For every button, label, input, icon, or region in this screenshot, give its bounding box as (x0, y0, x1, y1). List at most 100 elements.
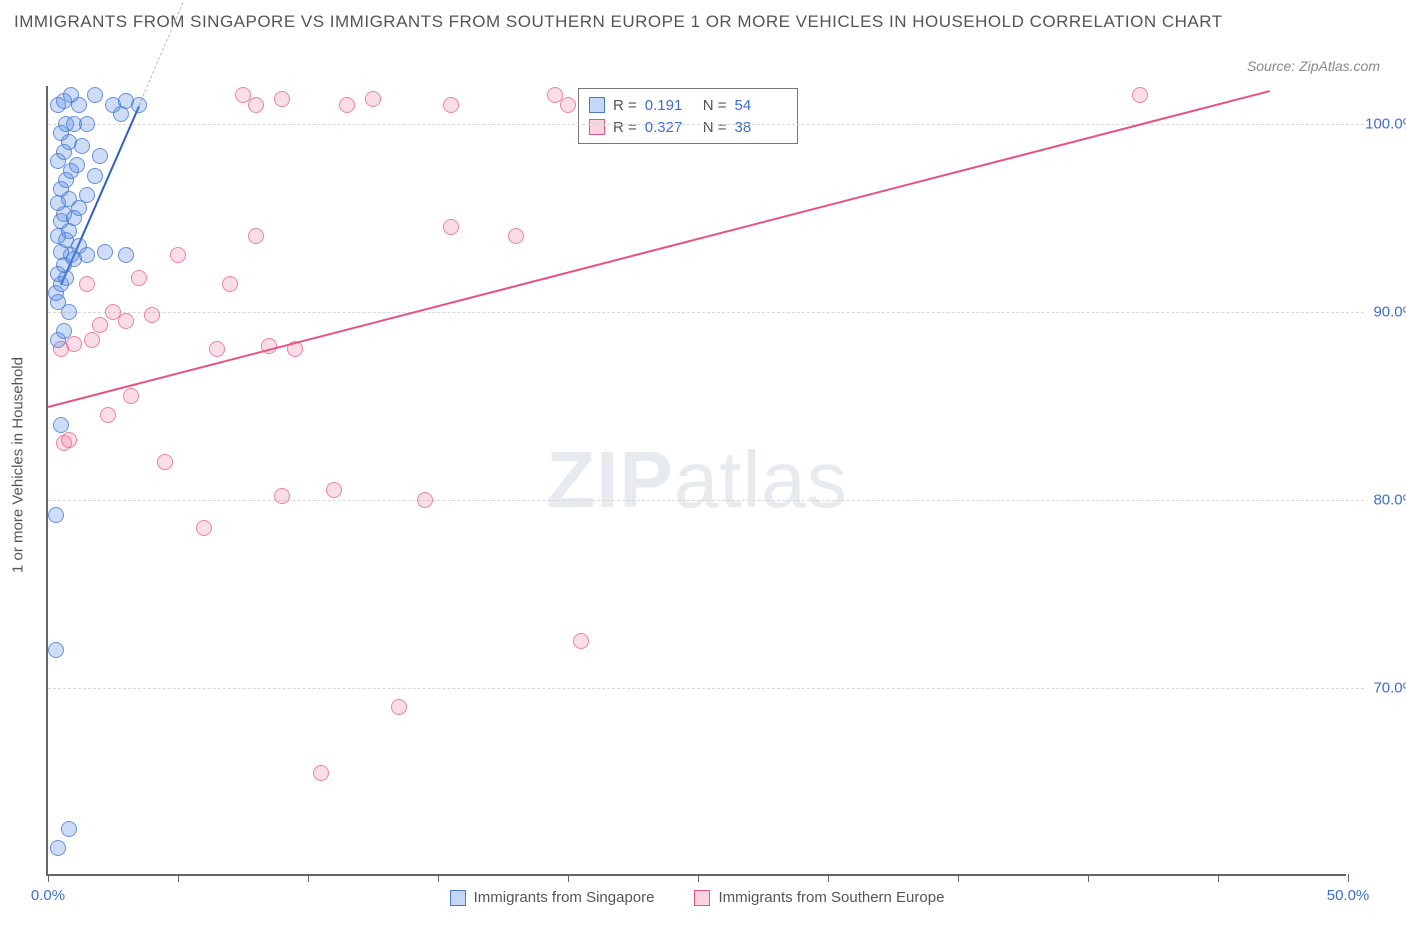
watermark: ZIPatlas (546, 434, 847, 526)
data-point (50, 840, 66, 856)
data-point (66, 336, 82, 352)
y-tick-label: 70.0% (1373, 679, 1406, 696)
data-point (573, 633, 589, 649)
y-axis-title: 1 or more Vehicles in Household (10, 357, 27, 573)
r-value-a: 0.191 (645, 97, 695, 114)
x-tick (48, 874, 49, 882)
data-point (196, 520, 212, 536)
r-label-b: R = (613, 119, 637, 136)
data-point (118, 313, 134, 329)
data-point (274, 488, 290, 504)
data-point (261, 338, 277, 354)
data-point (391, 699, 407, 715)
data-point (326, 482, 342, 498)
series-legend: Immigrants from Singapore Immigrants fro… (48, 889, 1346, 906)
legend-label-a: Immigrants from Singapore (474, 889, 655, 906)
data-point (87, 168, 103, 184)
n-value-a: 54 (735, 97, 785, 114)
data-point (222, 276, 238, 292)
y-tick-label: 90.0% (1373, 303, 1406, 320)
legend-swatch-a-icon (450, 890, 466, 906)
data-point (69, 157, 85, 173)
x-tick (568, 874, 569, 882)
n-label-b: N = (703, 119, 727, 136)
data-point (131, 270, 147, 286)
data-point (71, 97, 87, 113)
data-point (170, 247, 186, 263)
data-point (248, 228, 264, 244)
data-point (157, 454, 173, 470)
y-tick-label: 80.0% (1373, 491, 1406, 508)
x-tick (178, 874, 179, 882)
gridline (48, 688, 1364, 689)
x-tick (958, 874, 959, 882)
data-point (92, 148, 108, 164)
data-point (274, 91, 290, 107)
data-point (61, 432, 77, 448)
watermark-bold: ZIP (546, 435, 673, 524)
data-point (131, 97, 147, 113)
data-point (443, 219, 459, 235)
x-tick (438, 874, 439, 882)
plot-area: ZIPatlas R = 0.191 N = 54 R = 0.327 N = … (46, 86, 1346, 876)
swatch-a-icon (589, 97, 605, 113)
x-tick (828, 874, 829, 882)
legend-row-a: R = 0.191 N = 54 (589, 94, 785, 116)
x-tick (1348, 874, 1349, 882)
data-point (92, 317, 108, 333)
x-tick (308, 874, 309, 882)
legend-item-a: Immigrants from Singapore (450, 889, 655, 906)
data-point (417, 492, 433, 508)
x-tick (1088, 874, 1089, 882)
y-tick-label: 100.0% (1365, 115, 1406, 132)
data-point (87, 87, 103, 103)
data-point (123, 388, 139, 404)
n-label-a: N = (703, 97, 727, 114)
x-tick-label: 50.0% (1327, 887, 1370, 904)
data-point (248, 97, 264, 113)
data-point (48, 507, 64, 523)
data-point (100, 407, 116, 423)
x-tick (698, 874, 699, 882)
data-point (365, 91, 381, 107)
data-point (339, 97, 355, 113)
gridline (48, 124, 1364, 125)
data-point (79, 247, 95, 263)
data-point (74, 138, 90, 154)
data-point (113, 106, 129, 122)
legend-swatch-b-icon (694, 890, 710, 906)
data-point (118, 247, 134, 263)
data-point (313, 765, 329, 781)
data-point (144, 307, 160, 323)
chart-title: IMMIGRANTS FROM SINGAPORE VS IMMIGRANTS … (14, 8, 1386, 35)
data-point (56, 93, 72, 109)
correlation-legend: R = 0.191 N = 54 R = 0.327 N = 38 (578, 88, 798, 144)
data-point (97, 244, 113, 260)
r-value-b: 0.327 (645, 119, 695, 136)
data-point (79, 187, 95, 203)
data-point (1132, 87, 1148, 103)
data-point (79, 116, 95, 132)
swatch-b-icon (589, 119, 605, 135)
watermark-rest: atlas (674, 435, 848, 524)
x-tick (1218, 874, 1219, 882)
source-label: Source: ZipAtlas.com (1247, 58, 1380, 74)
x-tick-label: 0.0% (31, 887, 65, 904)
n-value-b: 38 (735, 119, 785, 136)
legend-row-b: R = 0.327 N = 38 (589, 116, 785, 138)
r-label-a: R = (613, 97, 637, 114)
data-point (79, 276, 95, 292)
gridline (48, 312, 1364, 313)
data-point (56, 323, 72, 339)
gridline (48, 500, 1364, 501)
data-point (508, 228, 524, 244)
data-point (287, 341, 303, 357)
data-point (53, 417, 69, 433)
data-point (48, 642, 64, 658)
data-point (443, 97, 459, 113)
legend-label-b: Immigrants from Southern Europe (718, 889, 944, 906)
data-point (560, 97, 576, 113)
legend-item-b: Immigrants from Southern Europe (694, 889, 944, 906)
data-point (84, 332, 100, 348)
data-point (209, 341, 225, 357)
